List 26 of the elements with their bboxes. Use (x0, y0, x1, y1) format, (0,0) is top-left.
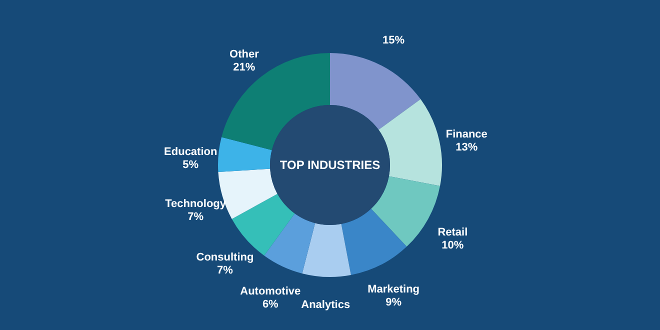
text: TOP INDUSTRIES (280, 158, 380, 172)
donut-slice (341, 208, 407, 276)
data-label: 15% (382, 34, 405, 46)
data-label: 13% (456, 141, 478, 154)
donut-slice (371, 176, 440, 247)
slice-label: Consulting (196, 252, 254, 264)
data-label: 9% (386, 296, 402, 309)
donut-slice (330, 53, 421, 130)
slice-label: Technology (165, 198, 227, 210)
data-label: 6% (262, 298, 279, 311)
donut-slice (218, 137, 272, 172)
donut-slice (264, 214, 316, 274)
slice-label: Automotive (240, 286, 301, 298)
slice-label: Education (164, 146, 218, 158)
slice-label: Marketing (368, 284, 420, 296)
donut-slice (378, 99, 442, 186)
slice-label: Other (230, 48, 260, 60)
data-label: 10% (442, 239, 464, 252)
slice-label: Finance (446, 128, 488, 140)
slice-label: Analytics (301, 298, 350, 311)
data-label: 5% (182, 158, 199, 171)
data-label: 7% (217, 264, 234, 277)
donut-slice (302, 223, 351, 277)
data-label: 7% (188, 211, 204, 224)
data-label: 21% (233, 61, 256, 74)
slice-label: Retail (438, 226, 468, 238)
